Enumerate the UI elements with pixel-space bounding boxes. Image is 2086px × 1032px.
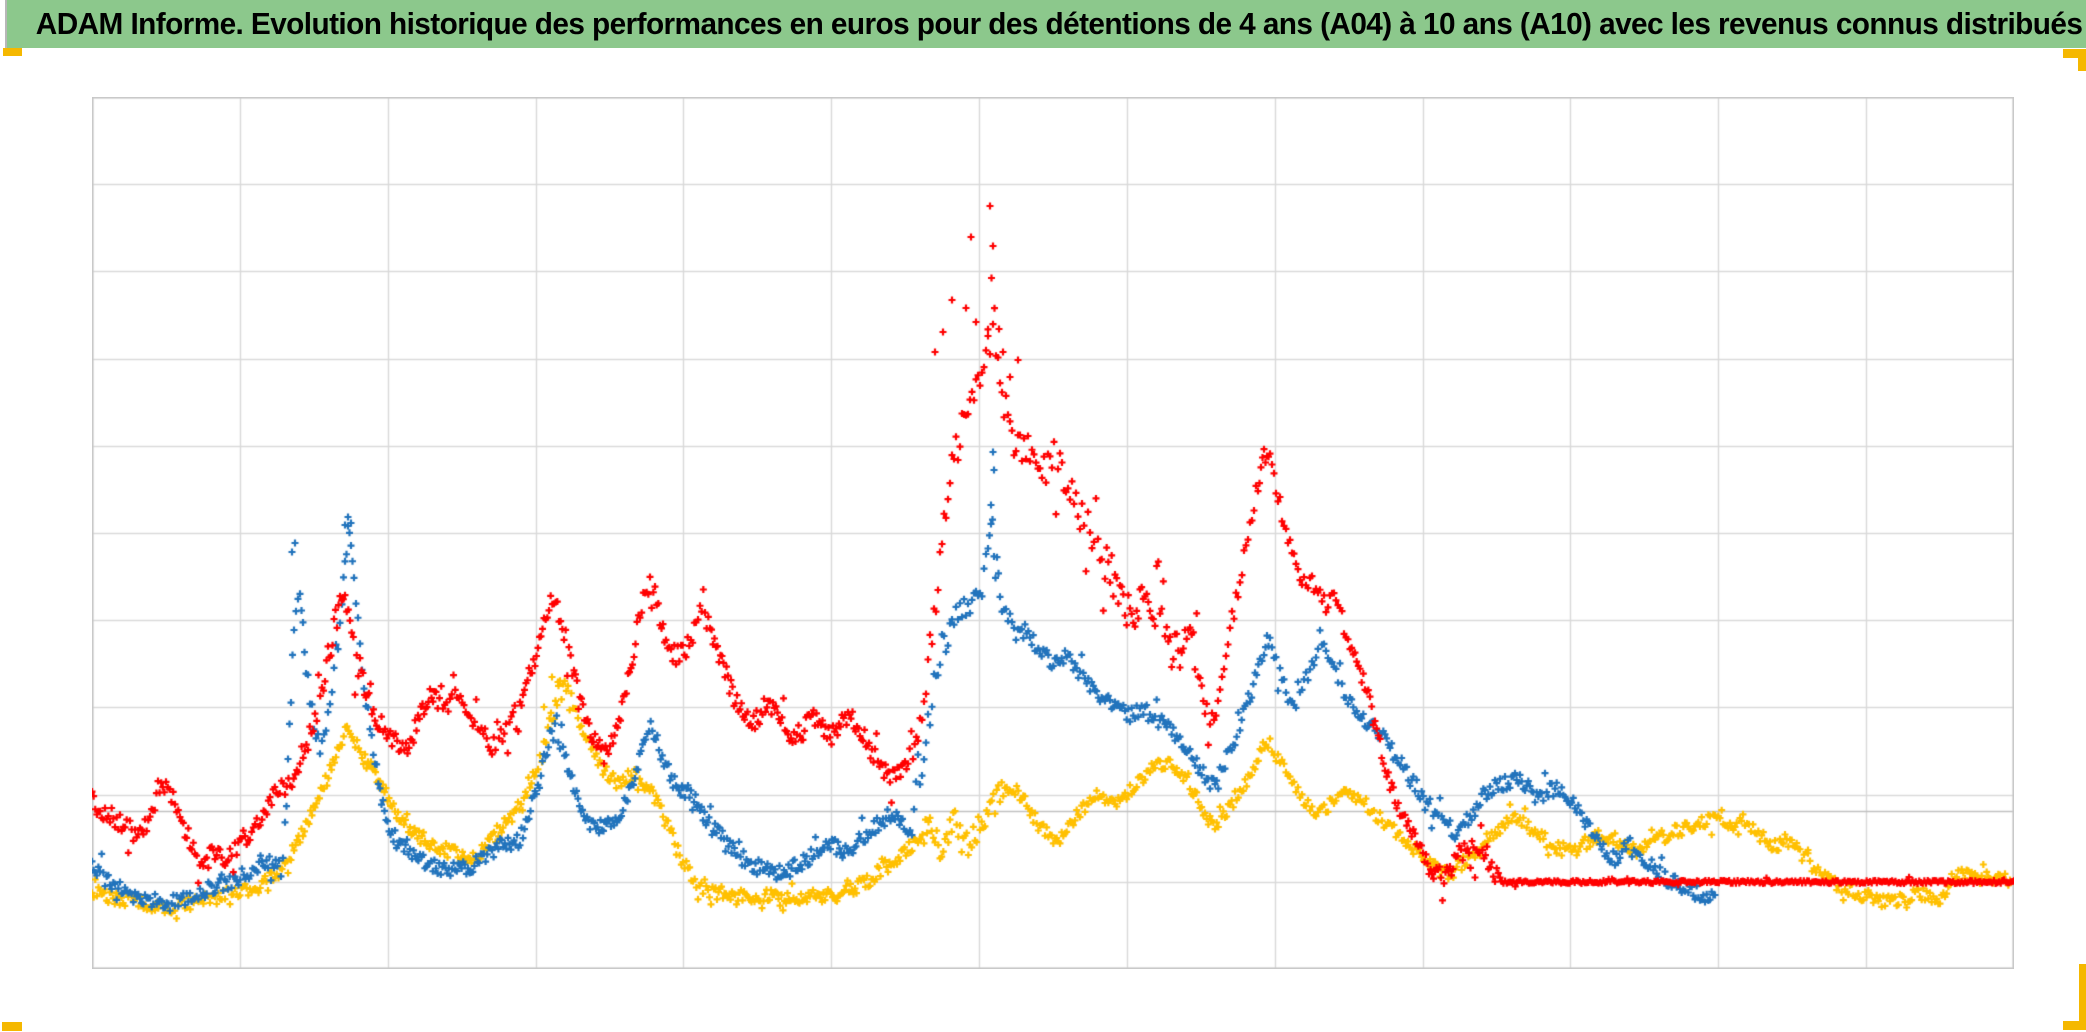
frame-corner-mark-bottom-left [2,1022,22,1031]
page-title: ADAM Informe. Evolution historique des p… [35,6,2083,41]
title-bar: ADAM Informe. Evolution historique des p… [5,0,2086,48]
scatter-canvas [92,97,2014,969]
frame-corner-mark-top-right-h [2063,49,2086,58]
chart-area [92,97,2014,969]
frame-corner-mark-bottom-right-v [2079,964,2086,1025]
frame-corner-mark-bottom-right-h [2063,1021,2086,1030]
frame-corner-mark-top-right-v [2078,49,2086,71]
frame-corner-mark-top-left [3,48,22,56]
